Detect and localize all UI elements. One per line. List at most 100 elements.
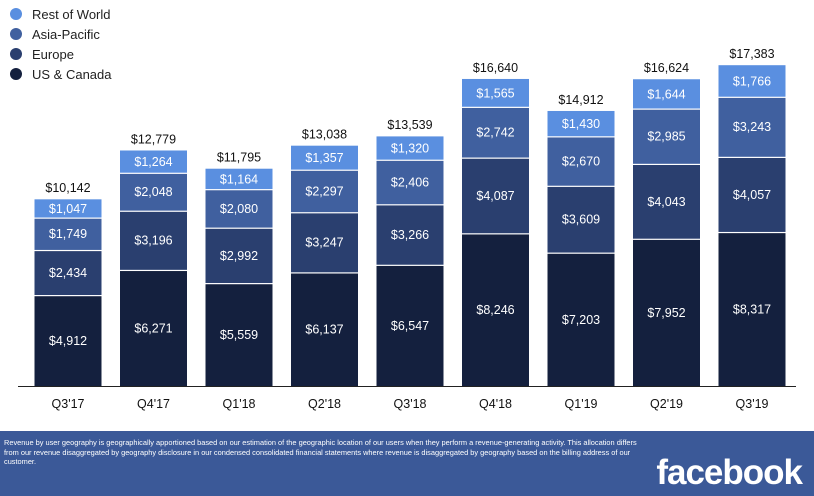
facebook-logo: facebook [656, 453, 803, 492]
bar-segment-us-canada [205, 284, 273, 386]
bar-segment-rest-of-world [205, 168, 273, 190]
footer-note: Revenue by user geography is geographica… [4, 438, 637, 467]
legend-item-us-canada: US & Canada [10, 64, 112, 84]
bar-segment-rest-of-world [462, 78, 529, 107]
data-label-europe: $4,087 [476, 189, 514, 203]
data-label-rest-of-world: $1,430 [562, 117, 600, 131]
revenue-by-geography-chart: $4,912 $2,434 $1,749 $1,047 $10,142 Q3'17 $6,2… [18, 47, 796, 411]
bar-segment-rest-of-world [376, 136, 444, 160]
data-label-europe: $3,609 [562, 213, 600, 227]
bar-segment-asia-pacific [462, 107, 529, 158]
x-tick-label: Q3'18 [394, 397, 427, 411]
bar-segment-asia-pacific [205, 190, 273, 228]
data-label-europe: $3,247 [305, 236, 343, 250]
legend-label: Europe [32, 46, 74, 62]
data-label-rest-of-world: $1,320 [391, 141, 429, 155]
data-label-europe: $3,266 [391, 228, 429, 242]
x-tick-label: Q3'17 [52, 397, 85, 411]
data-label-asia-pacific: $2,048 [134, 185, 172, 199]
data-label-rest-of-world: $1,264 [134, 155, 172, 169]
data-label-asia-pacific: $2,297 [305, 184, 343, 198]
bar-segment-europe [718, 157, 786, 232]
total-label: $17,383 [729, 47, 774, 61]
data-label-rest-of-world: $1,047 [49, 202, 87, 216]
data-label-europe: $4,057 [733, 188, 771, 202]
data-label-rest-of-world: $1,644 [647, 87, 685, 101]
bar-segment-us-canada [633, 239, 700, 386]
bar-segment-rest-of-world [547, 110, 615, 137]
legend-label: Rest of World [32, 6, 111, 22]
bar-segment-rest-of-world [120, 150, 187, 173]
legend-item-rest-of-world: Rest of World [10, 4, 112, 24]
bar-segment-rest-of-world [718, 65, 786, 97]
data-label-rest-of-world: $1,357 [305, 151, 343, 165]
data-label-asia-pacific: $2,080 [220, 202, 258, 216]
total-label: $16,624 [644, 61, 689, 75]
legend-item-asia-pacific: Asia-Pacific [10, 24, 112, 44]
bar-segment-asia-pacific [34, 218, 102, 250]
bar-segment-europe [205, 228, 273, 284]
data-label-rest-of-world: $1,766 [733, 74, 771, 88]
bar-segment-rest-of-world [291, 145, 358, 170]
legend: Rest of World Asia-Pacific Europe US & C… [10, 4, 112, 84]
bar-segment-rest-of-world [633, 79, 700, 109]
bar-segment-us-canada [376, 265, 444, 386]
total-label: $11,795 [217, 151, 261, 165]
legend-dot-asia-pacific [10, 28, 22, 40]
data-label-us-canada: $8,246 [476, 303, 514, 317]
data-label-asia-pacific: $3,243 [733, 120, 771, 134]
x-tick-label: Q1'18 [223, 397, 256, 411]
bar-segment-rest-of-world [34, 199, 102, 218]
data-label-europe: $4,043 [647, 195, 685, 209]
bar-segment-asia-pacific [633, 109, 700, 164]
data-label-asia-pacific: $1,749 [49, 227, 87, 241]
data-label-asia-pacific: $2,742 [476, 126, 514, 140]
bar-segment-europe [120, 211, 187, 270]
data-label-us-canada: $6,271 [134, 321, 172, 335]
bar-segment-asia-pacific [291, 170, 358, 213]
x-tick-label: Q4'17 [137, 397, 170, 411]
bar-segment-asia-pacific [547, 137, 615, 186]
bar-segment-asia-pacific [718, 97, 786, 157]
x-tick-label: Q3'19 [736, 397, 769, 411]
legend-dot-rest-of-world [10, 8, 22, 20]
x-tick-label: Q1'19 [565, 397, 598, 411]
bar-segment-us-canada [547, 253, 615, 386]
total-label: $13,038 [302, 127, 347, 141]
total-label: $16,640 [473, 61, 518, 75]
total-label: $14,912 [558, 93, 603, 107]
legend-label: US & Canada [32, 66, 112, 82]
bar-segment-europe [376, 205, 444, 265]
data-label-rest-of-world: $1,565 [476, 86, 514, 100]
bar-segment-us-canada [718, 233, 786, 386]
bar-segment-europe [291, 213, 358, 273]
data-label-europe: $3,196 [134, 234, 172, 248]
bar-segment-asia-pacific [376, 160, 444, 205]
total-label: $10,142 [45, 181, 90, 195]
total-label: $12,779 [131, 132, 176, 146]
x-tick-label: Q2'19 [650, 397, 683, 411]
x-tick-label: Q4'18 [479, 397, 512, 411]
data-label-us-canada: $6,137 [305, 323, 343, 337]
bar-segment-europe [547, 186, 615, 253]
data-label-us-canada: $7,952 [647, 306, 685, 320]
bar-segment-asia-pacific [120, 173, 187, 211]
data-label-asia-pacific: $2,985 [647, 130, 685, 144]
bar-segment-us-canada [462, 234, 529, 386]
data-label-us-canada: $4,912 [49, 334, 87, 348]
data-label-asia-pacific: $2,406 [391, 175, 429, 189]
data-label-rest-of-world: $1,164 [220, 172, 258, 186]
bar-segment-europe [462, 158, 529, 234]
bar-segment-us-canada [34, 296, 102, 386]
data-label-us-canada: $5,559 [220, 328, 258, 342]
data-label-us-canada: $6,547 [391, 319, 429, 333]
legend-dot-europe [10, 48, 22, 60]
legend-item-europe: Europe [10, 44, 112, 64]
data-label-europe: $2,992 [220, 249, 258, 263]
data-label-us-canada: $8,317 [733, 302, 771, 316]
total-label: $13,539 [387, 118, 432, 132]
bar-segment-europe [633, 165, 700, 239]
data-label-europe: $2,434 [49, 266, 87, 280]
bar-segment-us-canada [291, 273, 358, 386]
legend-dot-us-canada [10, 68, 22, 80]
